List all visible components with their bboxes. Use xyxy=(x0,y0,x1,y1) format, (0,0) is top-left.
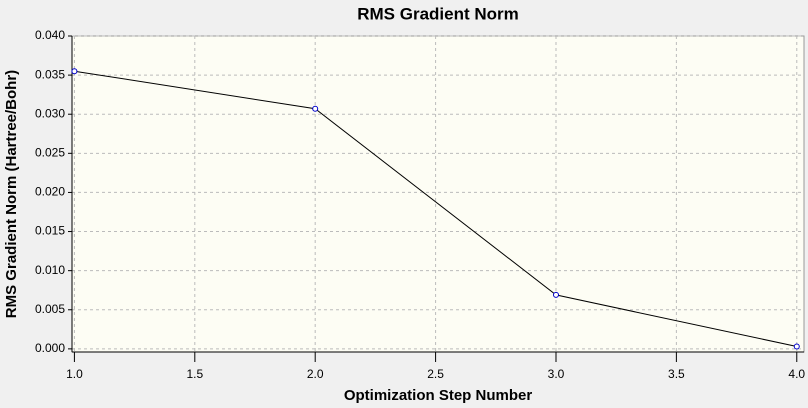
point xyxy=(312,105,319,112)
x-tick-label: 3.0 xyxy=(548,367,565,381)
x-axis-title: Optimization Step Number xyxy=(344,387,533,404)
y-tick-label: 0.015 xyxy=(35,224,65,238)
y-tick-label: 0.000 xyxy=(35,341,65,355)
plot-area xyxy=(71,35,805,353)
y-tick-label: 0.040 xyxy=(35,28,65,42)
x-tick-label: 2.0 xyxy=(307,367,324,381)
x-tick-label: 2.5 xyxy=(427,367,444,381)
y-axis-title: RMS Gradient Norm (Hartree/Bohr) xyxy=(3,70,20,318)
y-tick-label: 0.025 xyxy=(35,145,65,159)
y-tick-label: 0.030 xyxy=(35,106,65,120)
x-tick-label: 3.5 xyxy=(668,367,685,381)
x-tick-label: 1.0 xyxy=(66,367,83,381)
y-tick-label: 0.010 xyxy=(35,263,65,277)
x-tick-label: 4.0 xyxy=(788,367,805,381)
point xyxy=(552,291,559,298)
y-tick-label: 0.005 xyxy=(35,302,65,316)
point xyxy=(793,343,800,350)
chart-title: RMS Gradient Norm xyxy=(357,4,519,23)
x-tick-label: 1.5 xyxy=(186,367,203,381)
line xyxy=(74,70,797,348)
point xyxy=(71,68,78,75)
y-tick-label: 0.020 xyxy=(35,185,65,199)
y-tick-label: 0.035 xyxy=(35,67,65,81)
